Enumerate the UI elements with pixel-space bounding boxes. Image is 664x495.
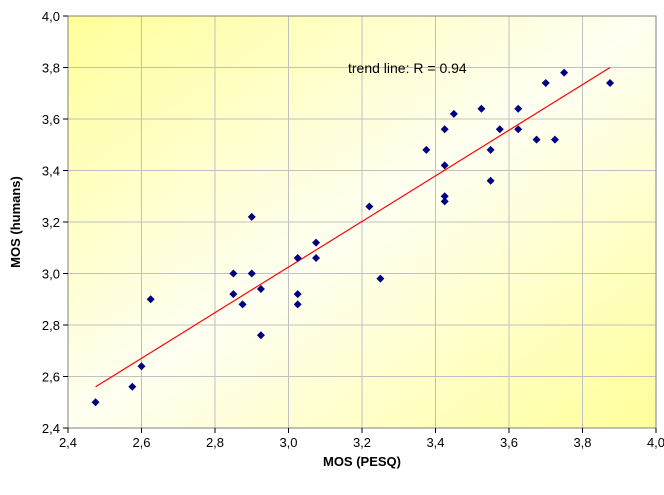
data-point <box>532 135 541 144</box>
x-tick-label: 3,4 <box>426 435 444 450</box>
tick-labels: 2,4 2,6 2,8 3,0 3,2 3,4 3,6 3,8 4,0 2,4 2,6 2,8 3,0 3… <box>42 9 664 450</box>
data-point <box>486 176 495 185</box>
data-point <box>256 284 265 293</box>
data-point <box>550 135 559 144</box>
data-point <box>312 254 321 263</box>
data-point <box>229 269 238 278</box>
data-point <box>312 238 321 247</box>
x-tick-label: 2,4 <box>59 435 77 450</box>
data-point <box>238 300 247 309</box>
data-point <box>440 192 449 201</box>
data-point <box>514 104 523 113</box>
data-point <box>293 290 302 299</box>
x-tick-label: 3,2 <box>353 435 371 450</box>
data-point <box>440 125 449 134</box>
data-point <box>293 254 302 263</box>
x-axis-title: MOS (PESQ) <box>323 454 401 469</box>
data-point <box>449 109 458 118</box>
data-point <box>256 331 265 340</box>
y-tick-label: 2,6 <box>42 370 60 385</box>
data-point <box>541 78 550 87</box>
data-point <box>247 212 256 221</box>
x-tick-label: 4,0 <box>647 435 664 450</box>
y-tick-label: 2,4 <box>42 421 60 436</box>
data-point <box>128 382 137 391</box>
x-tick-label: 3,0 <box>279 435 297 450</box>
y-tick-label: 2,8 <box>42 318 60 333</box>
data-point <box>365 202 374 211</box>
y-tick-label: 3,4 <box>42 164 60 179</box>
trend-annotation: trend line: R = 0.94 <box>348 60 467 76</box>
y-tick-label: 3,6 <box>42 112 60 127</box>
x-tick-label: 2,6 <box>132 435 150 450</box>
y-axis-title: MOS (humans) <box>8 176 23 268</box>
data-point <box>137 362 146 371</box>
data-point <box>477 104 486 113</box>
data-point <box>146 295 155 304</box>
data-point <box>514 125 523 134</box>
y-tick-label: 4,0 <box>42 9 60 24</box>
y-tick-label: 3,8 <box>42 61 60 76</box>
data-point <box>440 161 449 170</box>
y-tick-label: 3,0 <box>42 267 60 282</box>
y-tick-label: 3,2 <box>42 215 60 230</box>
data-point <box>247 269 256 278</box>
trend-line <box>95 66 611 388</box>
data-point <box>606 78 615 87</box>
data-point <box>376 274 385 283</box>
data-point <box>440 197 449 206</box>
data-points <box>91 68 615 407</box>
data-point <box>560 68 569 77</box>
x-tick-label: 3,8 <box>573 435 591 450</box>
x-tick-label: 3,6 <box>500 435 518 450</box>
data-point <box>486 145 495 154</box>
data-point <box>293 300 302 309</box>
data-point <box>495 125 504 134</box>
x-tick-label: 2,8 <box>206 435 224 450</box>
data-point <box>229 290 238 299</box>
data-point <box>91 398 100 407</box>
data-point <box>422 145 431 154</box>
